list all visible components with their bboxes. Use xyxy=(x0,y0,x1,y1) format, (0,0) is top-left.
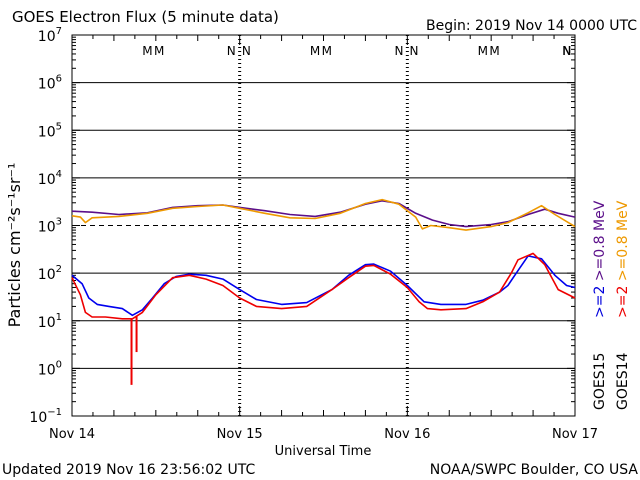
mn-marker: M xyxy=(310,44,320,58)
legend-entry-text: >=2 >=0.8 MeV xyxy=(615,200,631,318)
mn-marker: N xyxy=(242,44,251,58)
series-line xyxy=(71,198,576,231)
legend-group-label: GOES15 xyxy=(592,353,608,410)
x-axis-label: Universal Time xyxy=(275,444,372,459)
data-series xyxy=(71,198,576,385)
mn-marker: N xyxy=(394,44,403,58)
mn-marker: M xyxy=(478,44,488,58)
y-tick-label: 105 xyxy=(38,121,62,140)
mn-marker: M xyxy=(489,44,499,58)
y-axis-ticks: 107 106 105 104 103 102 101 100 10−1 xyxy=(29,26,575,426)
y-tick-label: 104 xyxy=(38,169,62,188)
updated-footer: Updated 2019 Nov 16 23:56:02 UTC xyxy=(2,462,255,478)
y-tick-label: 10−1 xyxy=(29,407,62,426)
legend-group-label: GOES14 xyxy=(615,352,631,410)
mn-marker: N xyxy=(410,44,419,58)
mn-marker: M xyxy=(142,44,152,58)
x-axis-ticks: Nov 14 Nov 15 Nov 16 Nov 17 xyxy=(49,35,598,442)
y-tick-label: 102 xyxy=(38,264,62,283)
y-tick-label: 107 xyxy=(38,26,62,45)
gridlines xyxy=(72,35,575,416)
x-tick-label: Nov 16 xyxy=(384,427,430,442)
y-tick-label: 101 xyxy=(38,312,62,331)
begin-label: Begin: 2019 Nov 14 0000 UTC xyxy=(426,18,637,34)
legend: GOES15 >=2 >=0.8 MeV GOES14 >=2 >=0.8 MeV xyxy=(592,200,631,410)
credit-footer: NOAA/SWPC Boulder, CO USA xyxy=(430,462,639,478)
chart-title: GOES Electron Flux (5 minute data) xyxy=(12,8,279,26)
legend-entry-text: >=2 >=0.8 MeV xyxy=(592,200,608,318)
mn-marker: M xyxy=(154,44,164,58)
y-tick-label: 100 xyxy=(38,359,62,378)
series-line xyxy=(71,255,576,317)
mn-marker: M xyxy=(322,44,332,58)
y-tick-label: 103 xyxy=(38,217,62,236)
x-tick-label: Nov 17 xyxy=(552,427,598,442)
y-tick-label: 106 xyxy=(38,74,62,93)
mn-markers: M M N N M M N N M M NN xyxy=(142,44,571,58)
mn-marker: N xyxy=(562,44,571,58)
x-tick-label: Nov 14 xyxy=(49,427,95,442)
x-tick-label: Nov 15 xyxy=(217,427,263,442)
mn-marker: N xyxy=(227,44,236,58)
mn-marker: N xyxy=(563,44,572,58)
y-axis-label: Particles cm⁻²s⁻¹sr⁻¹ xyxy=(5,163,24,328)
series-line xyxy=(71,252,576,320)
